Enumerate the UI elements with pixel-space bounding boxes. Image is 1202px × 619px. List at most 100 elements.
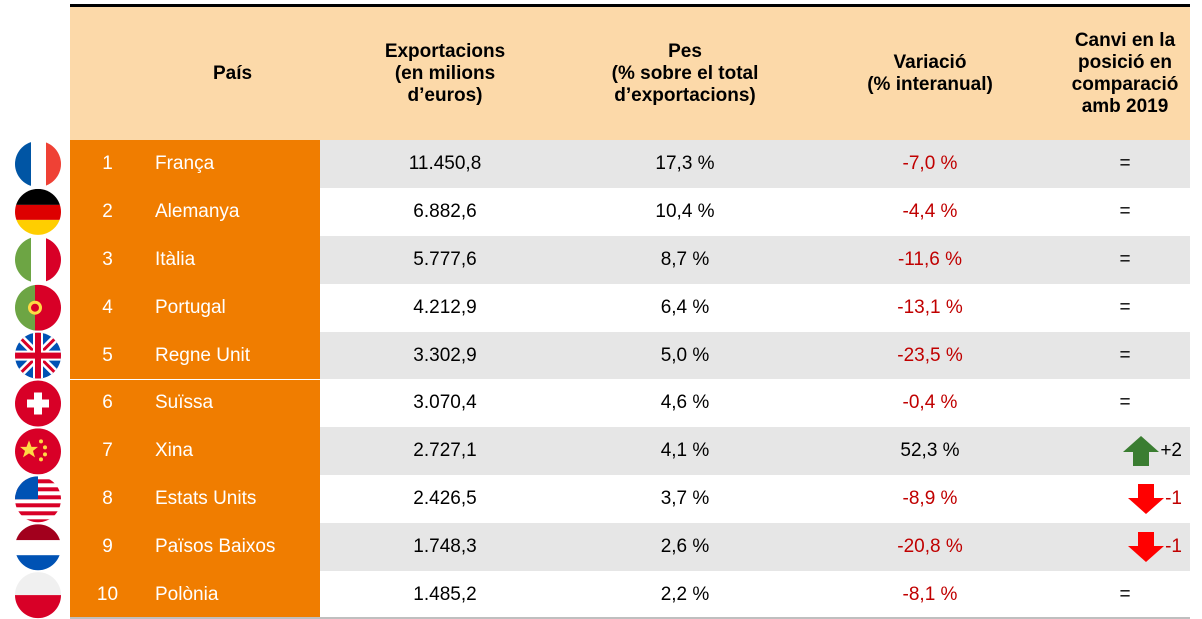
flag-switzerland	[15, 380, 61, 427]
header-cell: Canvi en la posició en comparació amb 20…	[1071, 29, 1179, 117]
table-cell: -11,6 %	[897, 248, 963, 270]
table-cell: 9	[70, 523, 145, 572]
table-cell: -4,4 %	[902, 200, 958, 222]
change-cell: =	[1060, 332, 1190, 380]
table-cell: 2,2 %	[660, 584, 710, 606]
table-cell: 6,4 %	[660, 296, 710, 318]
change-cell: =	[1060, 380, 1190, 428]
table-cell: 10,4 %	[655, 200, 715, 222]
table-row: 7 Xina 2.727,1 4,1 % 52,3 % +2	[70, 427, 1190, 476]
change-text: =	[1119, 248, 1131, 270]
header-row: País Exportacions (en milions d’euros) Pes…	[70, 4, 1190, 140]
header-cell: País	[212, 62, 253, 84]
change-cell: =	[1060, 140, 1190, 188]
change-text: =	[1119, 584, 1131, 606]
change-text: =	[1119, 200, 1131, 222]
table-cell: Alemanya	[145, 187, 320, 236]
table-cell: 4	[70, 283, 145, 332]
flag-column	[15, 141, 61, 619]
table-cell: Països Baixos	[145, 523, 320, 572]
change-cell: +2	[1060, 427, 1190, 475]
table-row: 3 Itàlia 5.777,6 8,7 % -11,6 % =	[70, 235, 1190, 284]
table-cell: 2	[70, 187, 145, 236]
table-cell: 6.882,6	[413, 200, 477, 222]
table-cell: Regne Unit	[145, 331, 320, 380]
change-text: +2	[1160, 440, 1182, 462]
table-cell: 8,7 %	[660, 248, 710, 270]
table-row: 9 Països Baixos 1.748,3 2,6 % -20,8 % -1	[70, 523, 1190, 572]
table-cell: 11.450,8	[408, 152, 482, 174]
table-cell: Portugal	[145, 283, 320, 332]
table-cell: 7	[70, 427, 145, 476]
change-cell: =	[1060, 284, 1190, 332]
table-cell: 5,0 %	[660, 344, 710, 366]
table-row: 5 Regne Unit 3.302,9 5,0 % -23,5 % =	[70, 331, 1190, 380]
change-cell: =	[1060, 188, 1190, 236]
change-cell: =	[1060, 236, 1190, 284]
flag-italy	[15, 236, 61, 283]
table-cell: 17,3 %	[655, 152, 715, 174]
table-row: 1 França 11.450,8 17,3 % -7,0 % =	[70, 140, 1190, 188]
change-cell: -1	[1060, 523, 1190, 571]
table-cell: 1	[70, 140, 145, 188]
table-cell: 3.302,9	[413, 344, 477, 366]
change-cell: -1	[1060, 475, 1190, 523]
table-cell: 1.485,2	[413, 584, 477, 606]
table-cell: 5	[70, 331, 145, 380]
table-cell: França	[145, 140, 320, 188]
arrow-down	[1128, 532, 1165, 563]
table-cell: -13,1 %	[897, 296, 963, 318]
table-cell: -23,5 %	[897, 344, 963, 366]
change-text: =	[1119, 392, 1131, 414]
table-cell: 8	[70, 475, 145, 524]
table-row: 8 Estats Units 2.426,5 3,7 % -8,9 % -1	[70, 475, 1190, 524]
change-text: -1	[1165, 488, 1182, 510]
table-cell: 4,1 %	[660, 440, 710, 462]
table-cell: Polònia	[145, 571, 320, 619]
arrow-up	[1123, 436, 1160, 467]
table-cell: 5.777,6	[413, 248, 477, 270]
bottom-rule	[70, 617, 1190, 619]
table-cell: Itàlia	[145, 235, 320, 284]
table-cell: 2.426,5	[413, 488, 477, 510]
table-cell: 2,6 %	[660, 536, 710, 558]
table-cell: -20,8 %	[897, 536, 963, 558]
table-cell: 2.727,1	[413, 440, 477, 462]
change-text: =	[1119, 152, 1131, 174]
change-text: =	[1119, 344, 1131, 366]
flag-china	[15, 428, 61, 475]
table-cell: -7,0 %	[902, 152, 958, 174]
flag-netherlands	[15, 524, 61, 571]
flag-germany	[15, 188, 61, 235]
table-cell: 4.212,9	[413, 296, 477, 318]
flag-portugal	[15, 284, 61, 331]
table-cell: 10	[70, 571, 145, 619]
header-cell: Exportacions (en milions d’euros)	[384, 40, 506, 106]
change-text: -1	[1165, 536, 1182, 558]
table-cell: 52,3 %	[900, 440, 960, 462]
table-cell: Estats Units	[145, 475, 320, 524]
change-cell: =	[1060, 571, 1190, 619]
table-cell: 6	[70, 379, 145, 428]
change-text: =	[1119, 296, 1131, 318]
table-cell: Xina	[145, 427, 320, 476]
flag-france	[15, 141, 61, 187]
flag-usa	[15, 476, 61, 523]
table-row: 2 Alemanya 6.882,6 10,4 % -4,4 % =	[70, 187, 1190, 236]
table-cell: 1.748,3	[413, 536, 477, 558]
table-row: 6 Suïssa 3.070,4 4,6 % -0,4 % =	[70, 379, 1190, 428]
table-row: 10 Polònia 1.485,2 2,2 % -8,1 % =	[70, 571, 1190, 619]
table-cell: 3.070,4	[413, 392, 477, 414]
table-cell: 4,6 %	[660, 392, 710, 414]
table-row: 4 Portugal 4.212,9 6,4 % -13,1 % =	[70, 283, 1190, 332]
header-cell: Variació (% interanual)	[867, 51, 993, 95]
table-cell: -0,4 %	[902, 392, 958, 414]
table-cell: 3	[70, 235, 145, 284]
table-cell: -8,9 %	[902, 488, 958, 510]
table-cell: -8,1 %	[902, 584, 958, 606]
arrow-down	[1128, 484, 1165, 515]
flag-uk	[15, 332, 61, 379]
table-cell: Suïssa	[145, 379, 320, 428]
table-cell: 3,7 %	[660, 488, 710, 510]
